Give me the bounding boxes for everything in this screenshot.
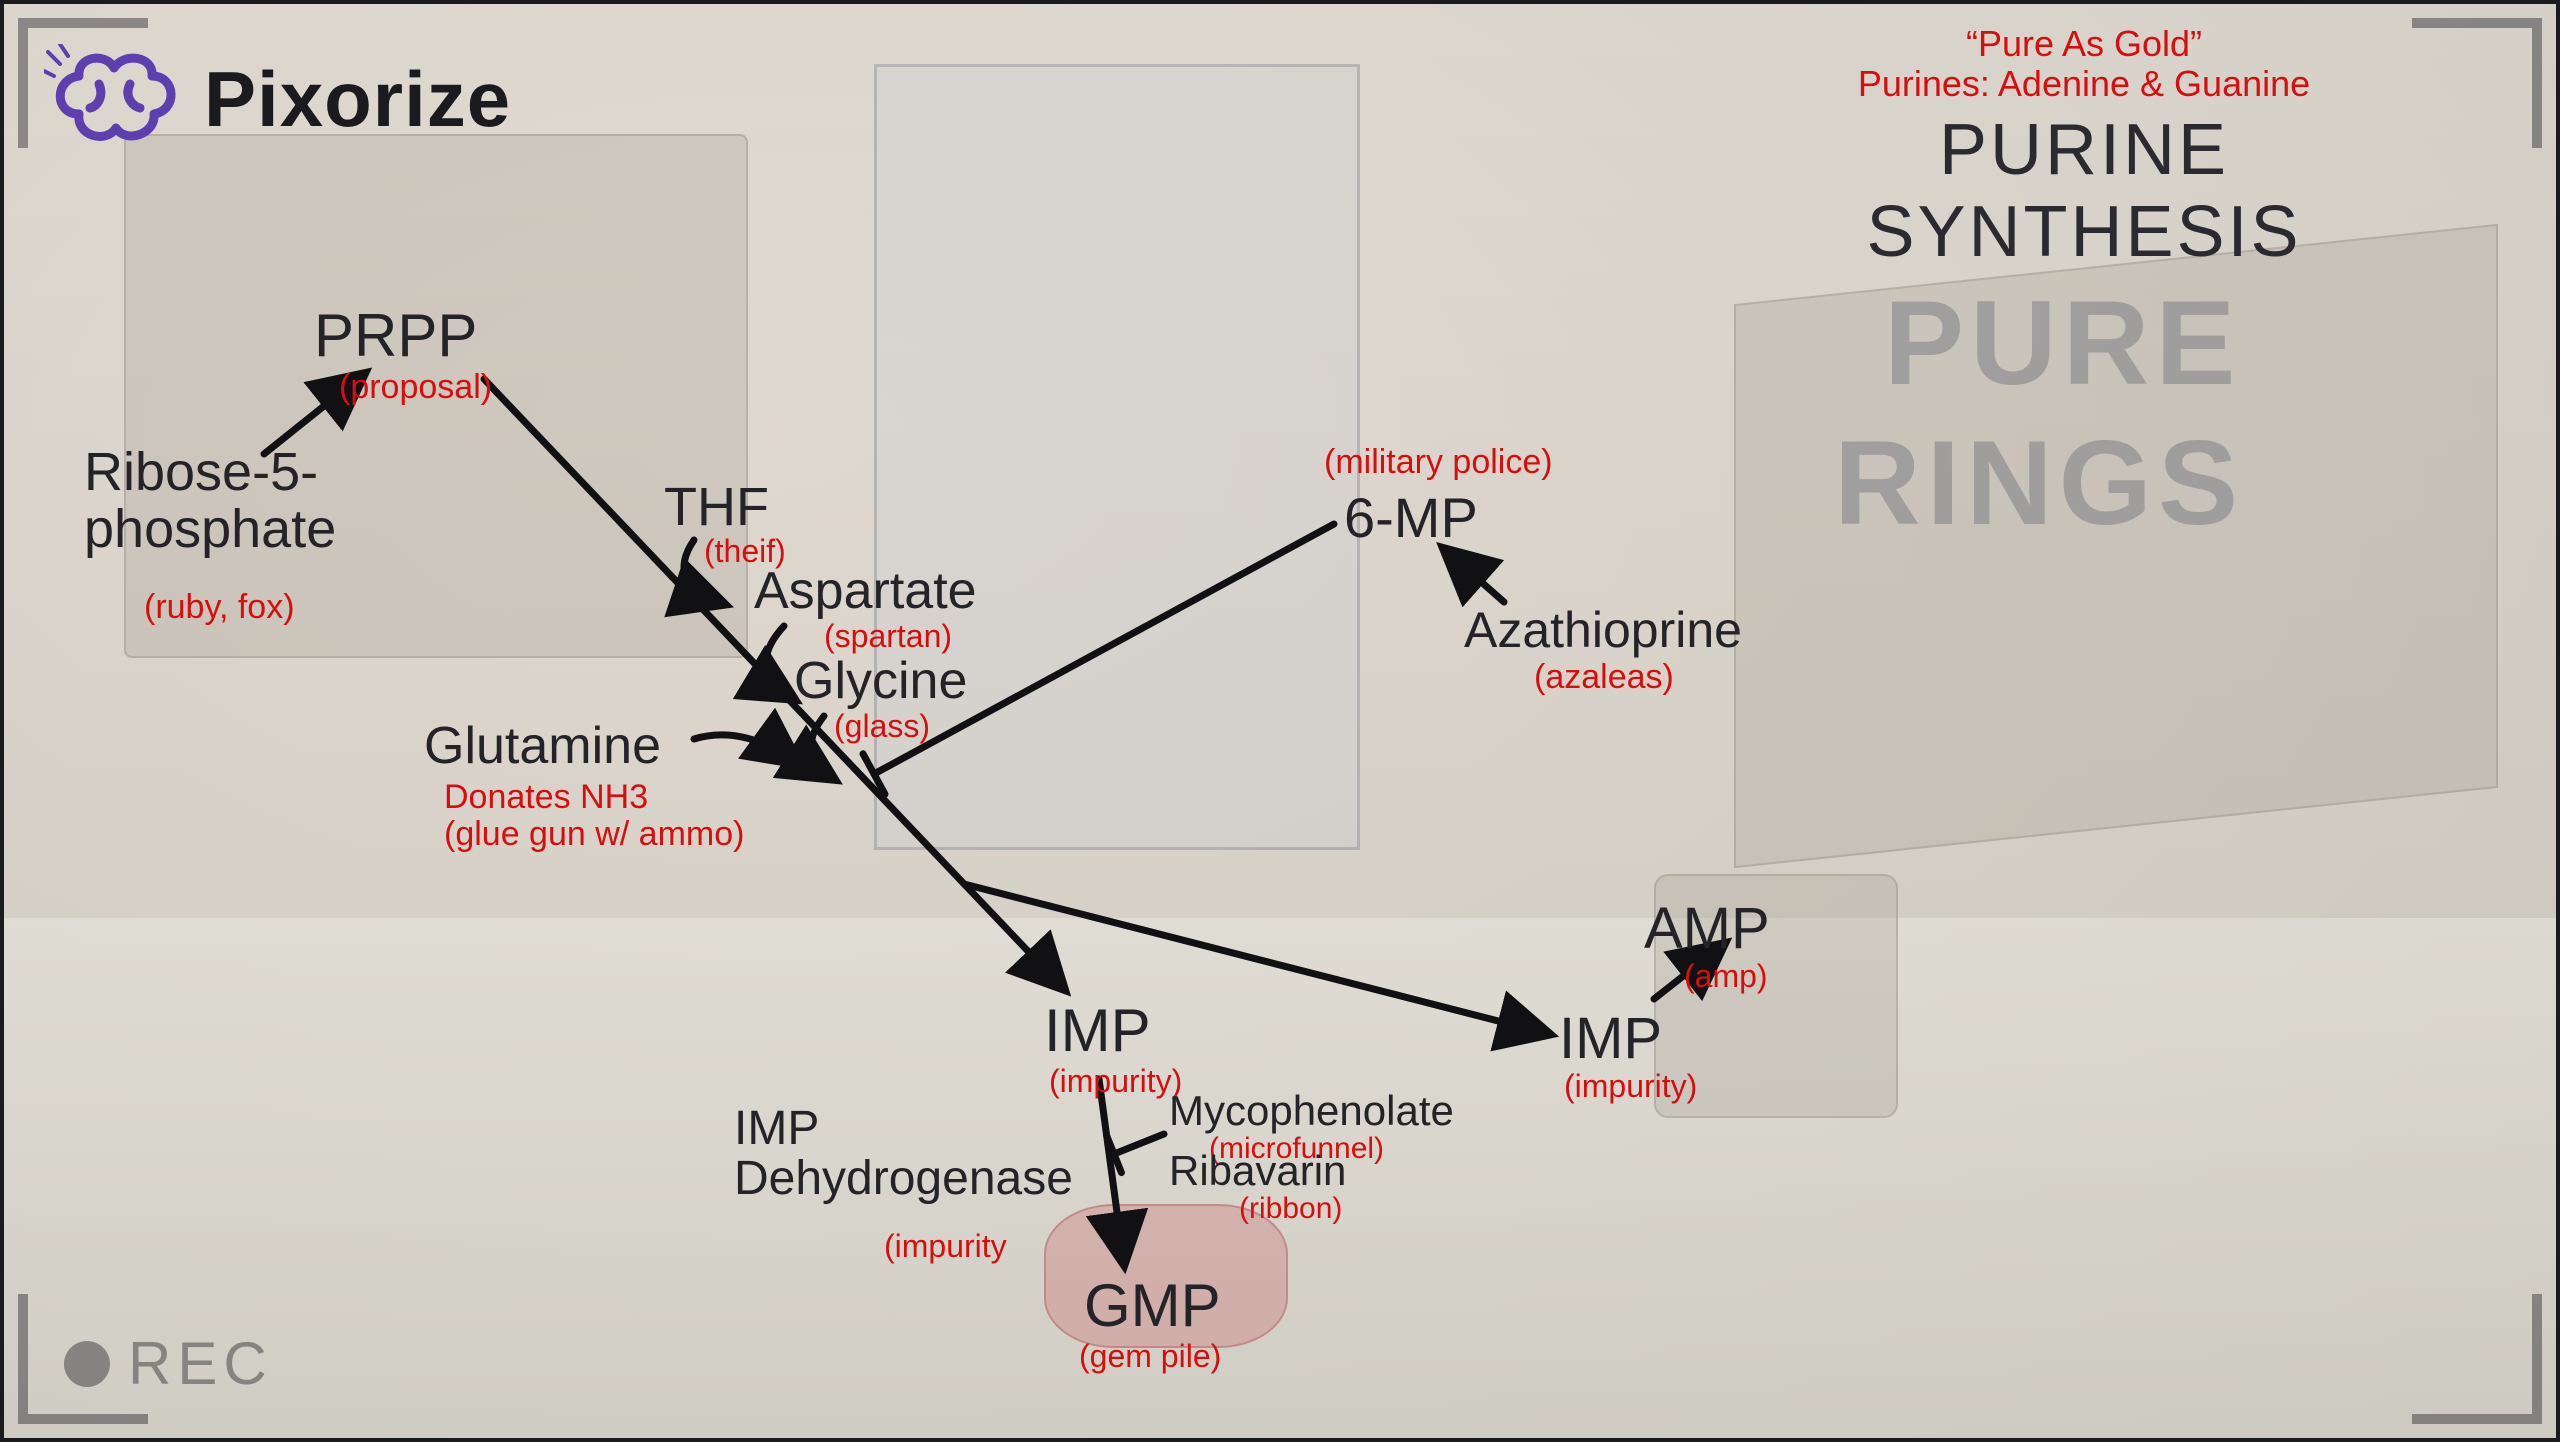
node-aspartate: Aspartate (754, 564, 977, 619)
node-glutamine: Glutamine (424, 719, 661, 774)
scene-sign-pure: PURE (1884, 274, 2241, 412)
logo: Pixorize (44, 44, 511, 154)
arrow-asp-in (766, 626, 794, 699)
annotation-gmp: (gem pile) (1079, 1339, 1221, 1374)
rec-dot-icon (64, 1341, 110, 1387)
annotation-aspartate: (spartan) (824, 619, 952, 654)
arrow-glu-in (694, 735, 799, 764)
node-amp: AMP (1644, 899, 1770, 960)
scene-sign-rings: RINGS (1834, 414, 2244, 552)
annotation-amp: (amp) (1684, 959, 1768, 994)
rec-indicator: REC (64, 1329, 273, 1398)
rec-text: REC (128, 1329, 273, 1398)
node-thf: THF (664, 479, 769, 536)
node-sixmp: 6-MP (1344, 489, 1478, 548)
arrow-gly-in (811, 716, 834, 779)
node-imp1: IMP (1044, 999, 1151, 1062)
annotation-prpp: (proposal) (339, 369, 492, 406)
annotation-imp1: (impurity) (1049, 1064, 1182, 1099)
node-ribavarin: Ribavarin (1169, 1149, 1346, 1193)
node-imp_dh: IMPDehydrogenase (734, 1104, 1073, 1205)
annotation-ribavarin: (ribbon) (1239, 1192, 1342, 1225)
annotation-imp2: (impurity) (1564, 1069, 1697, 1104)
scene-glass-case (874, 64, 1360, 850)
header-annotation: “Pure As Gold” Purines: Adenine & Guanin… (1824, 24, 2344, 103)
viewfinder-bracket-br (2412, 1294, 2542, 1424)
brain-icon (44, 44, 184, 154)
annotation-ribose5p: (ruby, fox) (144, 589, 295, 626)
annotation-glutamine: Donates NH3(glue gun w/ ammo) (444, 779, 744, 854)
node-gmp: GMP (1084, 1274, 1221, 1337)
node-glycine: Glycine (794, 654, 967, 709)
header-annotation-line1: “Pure As Gold” (1824, 24, 2344, 64)
page-title-line1: PURINE (1804, 109, 2364, 191)
annotation-imp_dh: (impurity (884, 1229, 1007, 1264)
annotation-glycine: (glass) (834, 709, 930, 744)
node-mycophenolate: Mycophenolate (1169, 1089, 1454, 1133)
annotation-sixmp: (military police) (1324, 444, 1553, 481)
diagram-stage: PURE RINGS REC Pixorize “Pure As Gold” P… (0, 0, 2560, 1442)
viewfinder-bracket-tr (2412, 18, 2542, 148)
header-annotation-line2: Purines: Adenine & Guanine (1824, 64, 2344, 104)
arrow-aza-to-6mp (1444, 549, 1504, 602)
node-imp2: IMP (1559, 1009, 1662, 1070)
node-azathioprine: Azathioprine (1464, 604, 1742, 657)
node-ribose5p: Ribose-5-phosphate (84, 444, 336, 557)
annotation-azathioprine: (azaleas) (1534, 659, 1674, 696)
page-title-line2: SYNTHESIS (1804, 191, 2364, 273)
logo-text: Pixorize (204, 54, 511, 145)
node-prpp: PRPP (314, 304, 477, 367)
page-title: PURINE SYNTHESIS (1804, 109, 2364, 273)
